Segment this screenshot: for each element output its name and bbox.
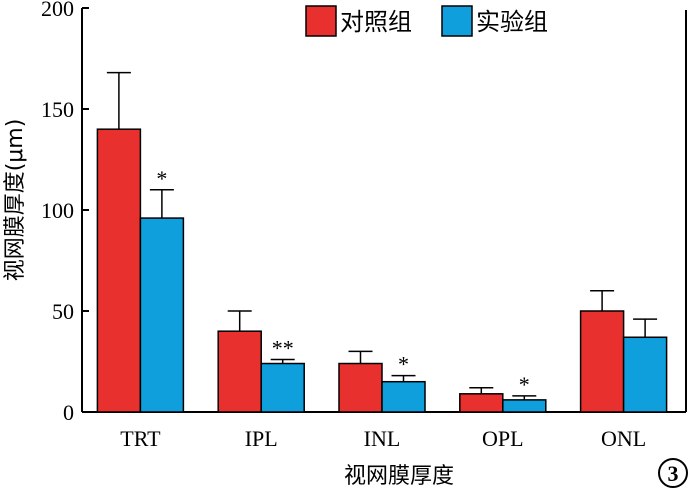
y-tick-label-100: 100 — [41, 198, 74, 223]
significance-IPL: ** — [272, 335, 294, 360]
legend-swatch-实验组 — [441, 5, 473, 37]
significance-TRT: * — [156, 166, 167, 191]
legend-swatch-对照组 — [305, 5, 337, 37]
y-tick-label-50: 50 — [52, 299, 74, 324]
significance-INL: * — [398, 352, 409, 377]
y-tick-label-200: 200 — [41, 0, 74, 21]
legend-label-实验组: 实验组 — [476, 8, 548, 36]
x-tick-label-INL: INL — [364, 426, 401, 451]
panel-badge-label: 3 — [668, 461, 679, 486]
bar-TRT-对照组 — [96, 128, 142, 413]
panel-badge: 3 — [658, 458, 688, 488]
bar-TRT-实验组 — [139, 217, 185, 413]
bar-OPL-对照组 — [459, 393, 504, 413]
y-axis-title: 视网膜厚度(μm) — [3, 119, 28, 282]
y-tick-label-150: 150 — [41, 97, 74, 122]
bar-ONL-对照组 — [579, 310, 625, 413]
bar-OPL-实验组 — [502, 399, 547, 413]
x-axis-category-labels: TRT IPL INL OPL ONL — [120, 426, 646, 451]
bars — [96, 128, 668, 413]
bar-INL-实验组 — [381, 380, 426, 413]
y-tick-label-0: 0 — [63, 400, 74, 425]
x-tick-label-TRT: TRT — [120, 426, 161, 451]
legend: 对照组 实验组 — [305, 5, 548, 37]
x-axis-title: 视网膜厚度 — [344, 464, 454, 489]
significance-marks: ***** — [156, 166, 529, 397]
bar-IPL-对照组 — [217, 330, 262, 413]
legend-label-对照组: 对照组 — [340, 8, 412, 36]
panel-badge-circle — [658, 458, 688, 488]
y-axis-ticks: 0 50 100 150 200 — [41, 0, 89, 425]
significance-OPL: * — [519, 372, 530, 397]
x-tick-label-IPL: IPL — [245, 426, 278, 451]
error-bars — [106, 71, 658, 400]
bar-INL-对照组 — [338, 362, 383, 413]
x-tick-label-OPL: OPL — [482, 426, 524, 451]
x-tick-label-ONL: ONL — [601, 426, 646, 451]
bar-IPL-实验组 — [260, 362, 305, 413]
bar-ONL-实验组 — [622, 336, 668, 413]
